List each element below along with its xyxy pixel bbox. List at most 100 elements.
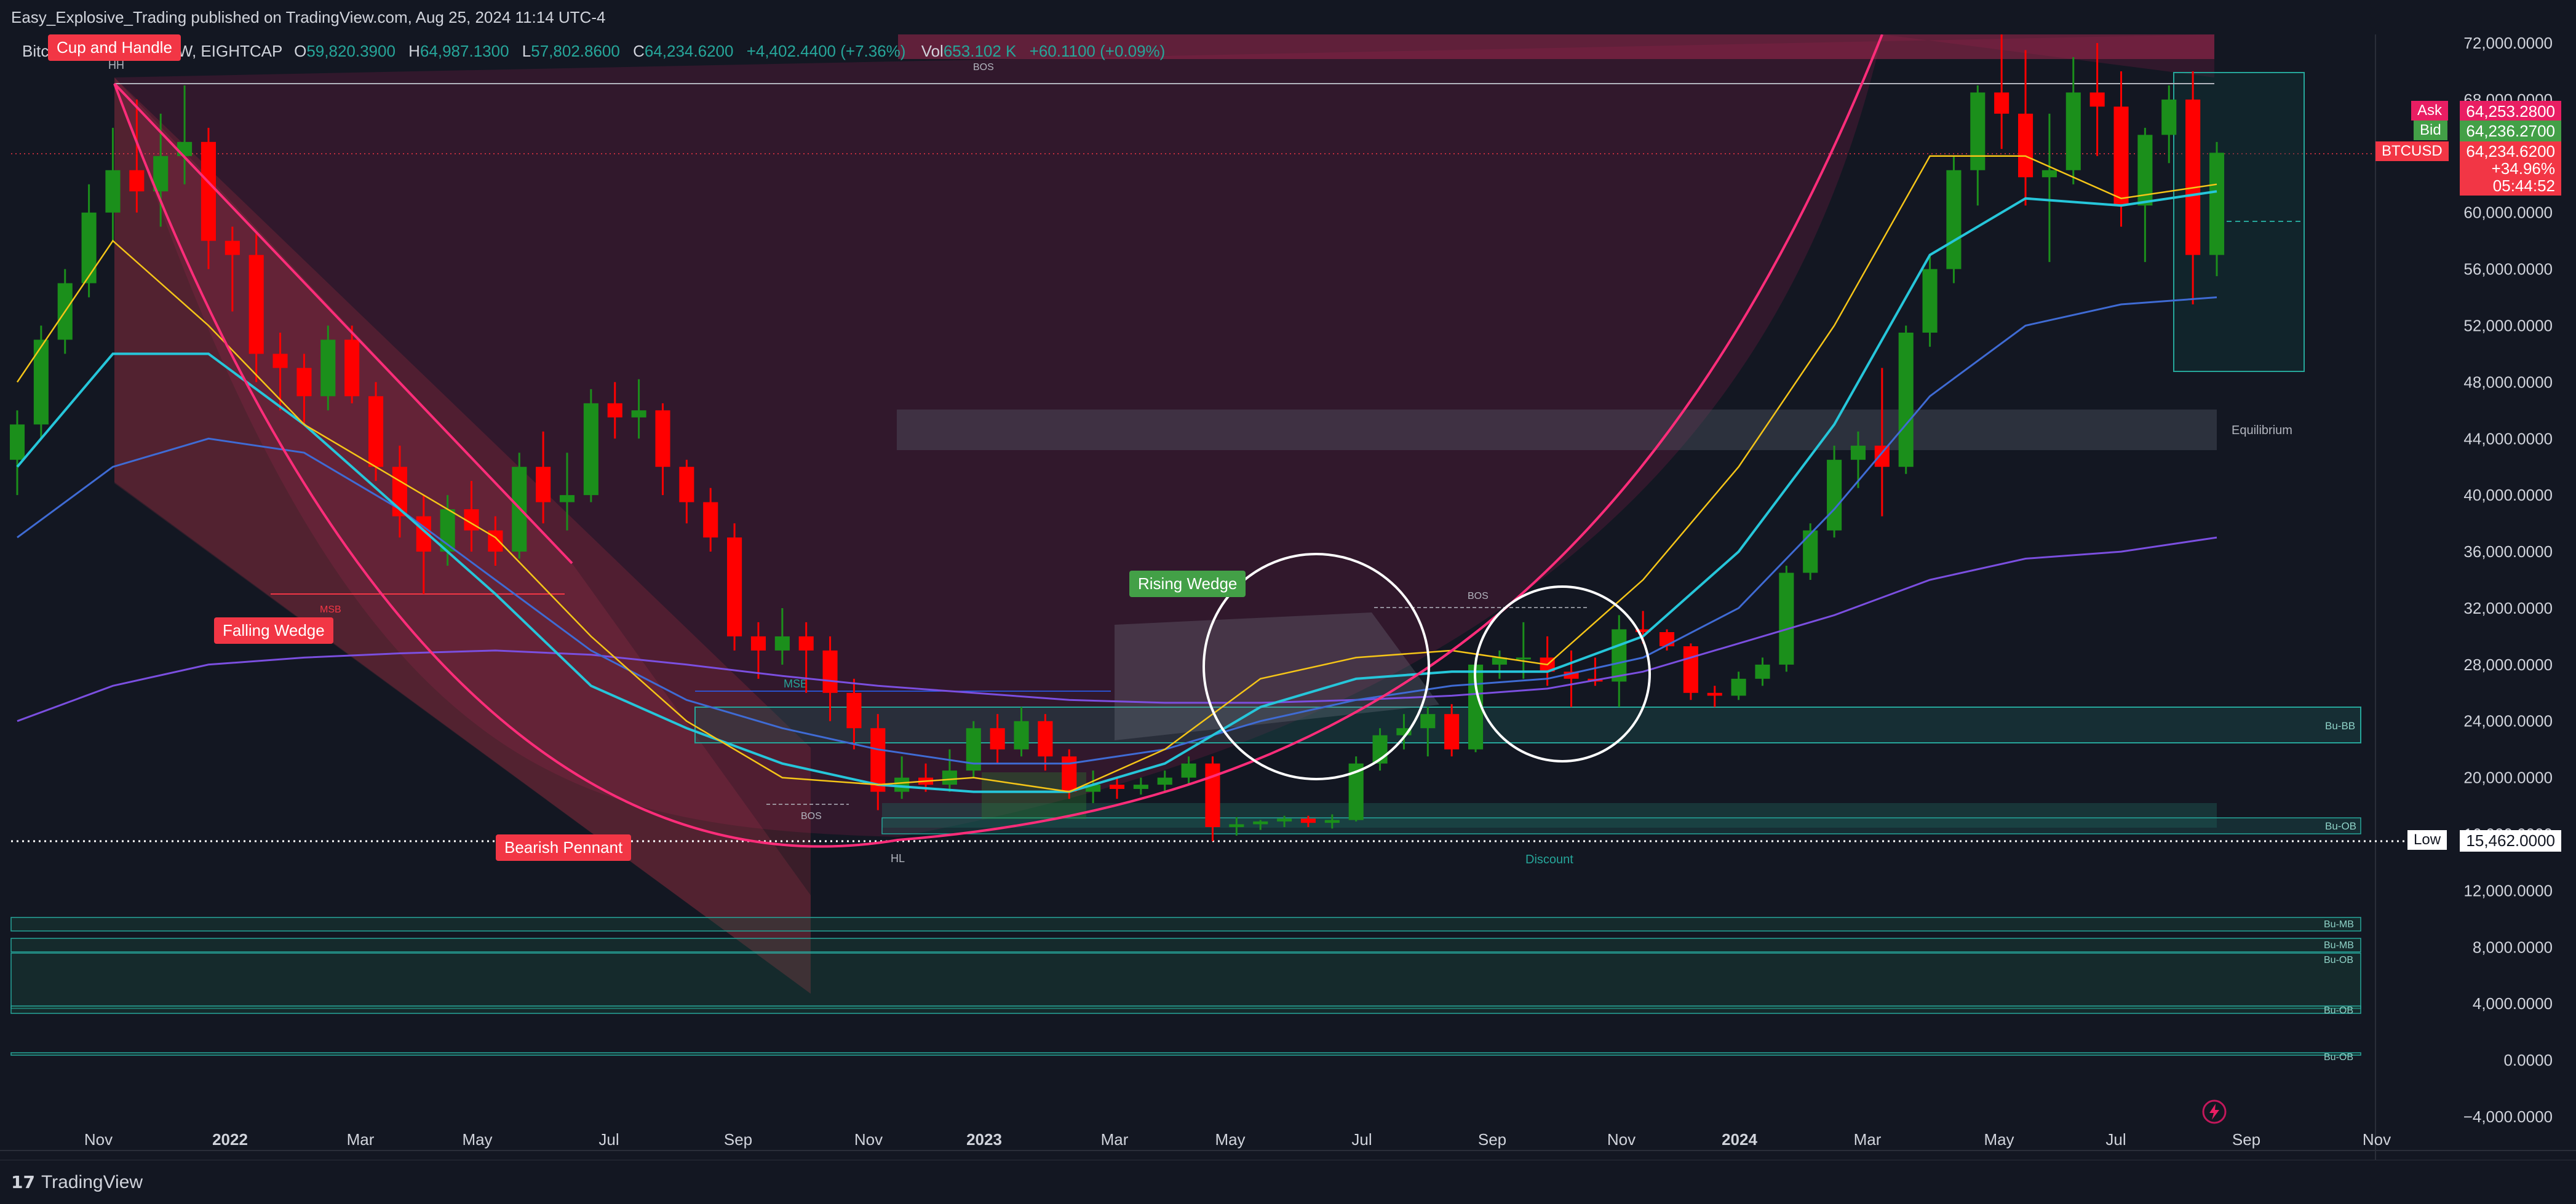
rising-wedge-label[interactable]: Rising Wedge	[1129, 571, 1246, 597]
time-tick-label: Sep	[1478, 1130, 1506, 1149]
msb-2-label: MSB	[784, 678, 808, 690]
candle-body	[1970, 92, 1986, 170]
time-tick-label: Jul	[1351, 1130, 1372, 1149]
candle-body	[870, 728, 886, 792]
falling-wedge-zone	[114, 77, 811, 994]
candle-body	[607, 403, 622, 418]
candle-body	[1086, 785, 1101, 792]
candle-body	[368, 396, 384, 467]
cup-curve-line	[113, 34, 1883, 848]
candle-body	[153, 156, 169, 192]
candle-body	[2017, 113, 2033, 178]
candle-body	[248, 255, 264, 354]
price-tick-label: −4,000.0000	[2463, 1107, 2553, 1126]
ask-price-tag: 64,253.2800	[2460, 101, 2561, 122]
lightning-icon[interactable]	[2201, 1098, 2228, 1125]
candle-body	[798, 636, 814, 651]
ema-mid-line	[16, 190, 2217, 793]
candle-body	[1253, 821, 1268, 825]
candle-body	[1492, 657, 1507, 665]
price-tick-label: 8,000.0000	[2473, 938, 2553, 956]
candle-body	[1779, 572, 1794, 665]
candle-body	[1874, 445, 1890, 467]
candle-body	[583, 403, 598, 496]
candle-body	[129, 170, 145, 192]
vol-label: Vol	[921, 42, 944, 60]
price-tick-label: 32,000.0000	[2463, 599, 2553, 617]
candle-body	[1683, 646, 1698, 693]
candle-body	[81, 212, 97, 283]
ema-200-line	[17, 536, 2217, 723]
high-label: H	[408, 42, 420, 60]
candle-body	[822, 650, 838, 693]
last-price: 64,234.6200	[2466, 142, 2555, 160]
price-tick-label: 0.0000	[2503, 1051, 2553, 1069]
hh-label: HH	[108, 59, 124, 71]
candle-body	[727, 537, 742, 636]
time-tick-label: Jul	[598, 1130, 619, 1149]
top-supply-zone	[898, 34, 2214, 59]
ema-slow-line	[17, 296, 2217, 765]
candle-body	[1636, 629, 1651, 633]
tradingview-logo-icon: 𝟭𝟳	[11, 1173, 35, 1192]
bu-ob-1-label: Bu-OB	[2325, 820, 2356, 832]
candle-body	[1922, 269, 1938, 333]
candle-body	[177, 141, 193, 156]
candle-body	[1157, 777, 1172, 785]
candle-body	[1300, 818, 1316, 823]
candle-body	[1803, 530, 1818, 573]
price-tick-label: 60,000.0000	[2463, 204, 2553, 222]
discount-label: Discount	[1525, 853, 1573, 866]
time-tick-label: Mar	[347, 1130, 375, 1149]
candle-body	[1181, 763, 1196, 778]
time-tick-year: 2023	[966, 1130, 1002, 1149]
change-value: +4,402.4400 (+7.36%)	[746, 42, 906, 60]
candle-body	[894, 777, 910, 792]
price-chart[interactable]: Equilibrium Bu-BB Bu-OB Discount Bu-MB Bu-MB B…	[0, 34, 2576, 1160]
candle-body	[1994, 92, 2010, 114]
candle-body	[225, 240, 240, 255]
vol-value: 653.102 K	[943, 42, 1017, 60]
candle-body	[679, 467, 694, 502]
candle-body	[2065, 92, 2081, 170]
bid-price-tag: 64,236.2700	[2460, 121, 2561, 142]
chart-frame[interactable]: Equilibrium Bu-BB Bu-OB Discount Bu-MB Bu-MB B…	[0, 34, 2576, 1160]
bos-mid-label: BOS	[1468, 591, 1489, 601]
time-tick-label: May	[1984, 1130, 2014, 1149]
falling-wedge-label[interactable]: Falling Wedge	[214, 617, 333, 644]
time-tick-year: 2022	[212, 1130, 248, 1149]
equilibrium-zone	[897, 410, 2217, 450]
chart-background	[0, 34, 2576, 1160]
candle-body	[1898, 332, 1914, 467]
candle-body	[201, 141, 217, 241]
bearish-pennant-label[interactable]: Bearish Pennant	[496, 834, 632, 861]
ohlc-legend: Bitcoin / U.S. Dollar, 1W, EIGHTCAP O59,…	[22, 42, 1165, 61]
candle-body	[1850, 445, 1866, 460]
candle-body	[105, 170, 121, 213]
candle-body	[1444, 714, 1460, 750]
candle-body	[2209, 152, 2225, 255]
candle-body	[1324, 820, 1340, 823]
close-value: 64,234.6200	[644, 42, 734, 60]
candle-body	[33, 339, 49, 425]
candle-body	[536, 467, 551, 502]
bu-mb-zone-2-label: Bu-MB	[2324, 940, 2354, 951]
bu-bb-label: Bu-BB	[2325, 720, 2355, 732]
price-tick-label: 44,000.0000	[2463, 429, 2553, 448]
cup-handle-label[interactable]: Cup and Handle	[48, 34, 181, 61]
candle-body	[1516, 657, 1531, 660]
bu-ob-zone-2-label: Bu-OB	[2324, 955, 2353, 965]
candle-body	[703, 502, 718, 538]
ask-label: Ask	[2411, 101, 2449, 121]
candle-body	[559, 495, 575, 502]
falling-trend-line	[113, 82, 573, 564]
candle-body	[2185, 99, 2201, 255]
cup-shading	[114, 34, 2214, 837]
ema-fast-line	[16, 155, 2217, 793]
candle-body	[272, 354, 288, 368]
candle-body	[1731, 678, 1746, 696]
low-label: L	[522, 42, 531, 60]
bos-low-label: BOS	[801, 811, 822, 822]
candle-body	[655, 410, 670, 467]
price-tick-label: 48,000.0000	[2463, 373, 2553, 391]
